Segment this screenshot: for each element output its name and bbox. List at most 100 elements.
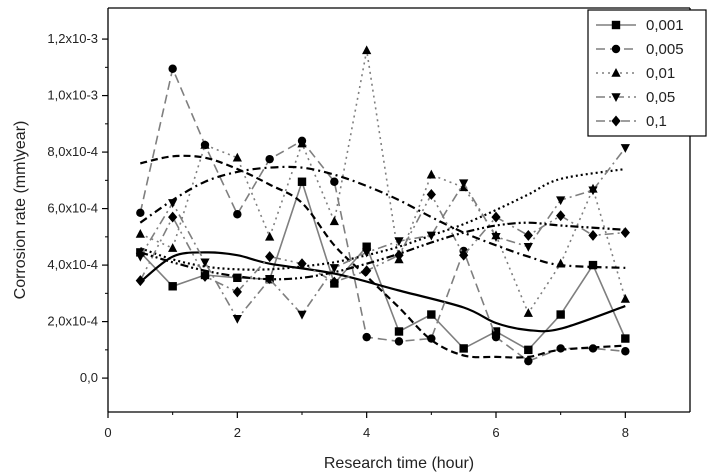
marker-diamond [620, 227, 630, 239]
marker-diamond [135, 275, 145, 287]
marker-triangle-up [265, 231, 275, 241]
marker-triangle-up [611, 67, 621, 77]
marker-square [459, 344, 468, 353]
axes: 0 2 4 6 8 0,0 2,0x10-4 4,0x10-4 6,0x10-4 8,0x10-4… [47, 7, 691, 440]
marker-square [524, 345, 533, 355]
y-tick-label: 1,2x10-3 [47, 31, 98, 46]
marker-triangle-down [232, 314, 242, 324]
marker-triangle-down [620, 144, 630, 153]
marker-square [394, 327, 404, 336]
marker-triangle-up [426, 169, 436, 179]
marker-circle [233, 210, 242, 219]
marker-square [362, 242, 371, 251]
marker-triangle-down [329, 264, 339, 273]
series-line [139, 147, 626, 321]
y-axis-title: Corrosion rate (mm\year) [12, 121, 29, 300]
marker-triangle-down [556, 196, 566, 206]
marker-diamond [297, 258, 307, 270]
marker-triangle-up [362, 45, 372, 55]
series-line [139, 179, 627, 351]
marker-circle [491, 332, 501, 342]
series-3 [135, 144, 630, 324]
marker-diamond [426, 189, 436, 200]
x-tick-label: 0 [104, 425, 111, 440]
marker-diamond [394, 249, 404, 261]
marker-circle [136, 208, 145, 218]
marker-triangle-up [329, 216, 339, 226]
marker-triangle-down [491, 233, 501, 242]
legend-label: 0,1 [646, 113, 667, 130]
marker-circle [588, 344, 598, 353]
marker-triangle-up [232, 152, 242, 162]
marker-diamond [362, 265, 372, 277]
marker-square [168, 282, 177, 291]
marker-triangle-down [297, 310, 307, 320]
marker-circle [427, 334, 436, 343]
legend-item: 0,05 [596, 89, 675, 106]
legend-label: 0,05 [646, 89, 675, 106]
y-tick-label: 1,0x10-3 [47, 88, 98, 103]
legend-item: 0,005 [596, 41, 684, 58]
marker-square [427, 310, 436, 319]
marker-triangle-down [459, 179, 469, 189]
y-tick-label: 0,0 [80, 370, 98, 385]
marker-triangle-down [362, 248, 372, 258]
marker-circle [330, 177, 339, 186]
marker-triangle-down [588, 186, 598, 196]
marker-diamond [232, 286, 242, 298]
marker-square [611, 20, 621, 30]
marker-diamond [329, 276, 339, 288]
marker-diamond [491, 211, 501, 223]
marker-square [491, 327, 501, 336]
marker-diamond [588, 229, 598, 241]
legend-item: 0,001 [596, 17, 684, 34]
marker-circle [168, 64, 177, 73]
x-tick-label: 4 [363, 425, 370, 440]
x-tick-label: 2 [234, 425, 241, 440]
series-0 [136, 177, 630, 355]
marker-triangle-down [135, 252, 145, 262]
marker-diamond [168, 211, 178, 223]
legend-label: 0,01 [646, 65, 675, 82]
y-tick-label: 2,0x10-4 [47, 314, 98, 329]
marker-triangle-down [200, 258, 210, 268]
series-line [139, 66, 626, 363]
fit-curve [140, 154, 626, 359]
fit-curve [139, 167, 626, 271]
marker-diamond [611, 115, 621, 127]
marker-square [233, 273, 242, 283]
marker-triangle-up [200, 139, 210, 149]
marker-triangle-up [523, 308, 533, 317]
fit-curve [139, 251, 626, 333]
marker-diamond [265, 251, 275, 263]
y-tick-label: 8,0x10-4 [47, 144, 98, 159]
series-line [139, 192, 626, 293]
marker-triangle-down [523, 242, 533, 252]
y-tick-label: 4,0x10-4 [47, 257, 98, 272]
marker-circle [362, 332, 371, 342]
marker-triangle-up [297, 138, 307, 148]
legend: 0,001 0,005 0,01 0,05 0,1 [587, 9, 707, 137]
x-tick-label: 6 [492, 425, 499, 440]
plot-area [135, 45, 630, 366]
marker-triangle-down [426, 231, 436, 241]
marker-circle [524, 356, 533, 366]
marker-triangle-up [168, 243, 178, 252]
marker-circle [611, 44, 621, 54]
marker-circle [394, 337, 404, 346]
marker-square [297, 177, 307, 186]
marker-square [588, 260, 598, 270]
marker-diamond [523, 229, 533, 241]
marker-circle [556, 344, 565, 353]
legend-box [587, 9, 707, 137]
y-tick-label: 6,0x10-4 [47, 201, 98, 216]
marker-circle [265, 154, 274, 164]
marker-diamond [556, 210, 566, 222]
marker-circle [621, 347, 630, 356]
marker-square [621, 334, 630, 343]
marker-triangle-down [611, 93, 621, 103]
legend-label: 0,001 [646, 17, 684, 34]
series-4 [135, 189, 630, 298]
marker-diamond [200, 270, 210, 282]
marker-square [556, 310, 565, 319]
